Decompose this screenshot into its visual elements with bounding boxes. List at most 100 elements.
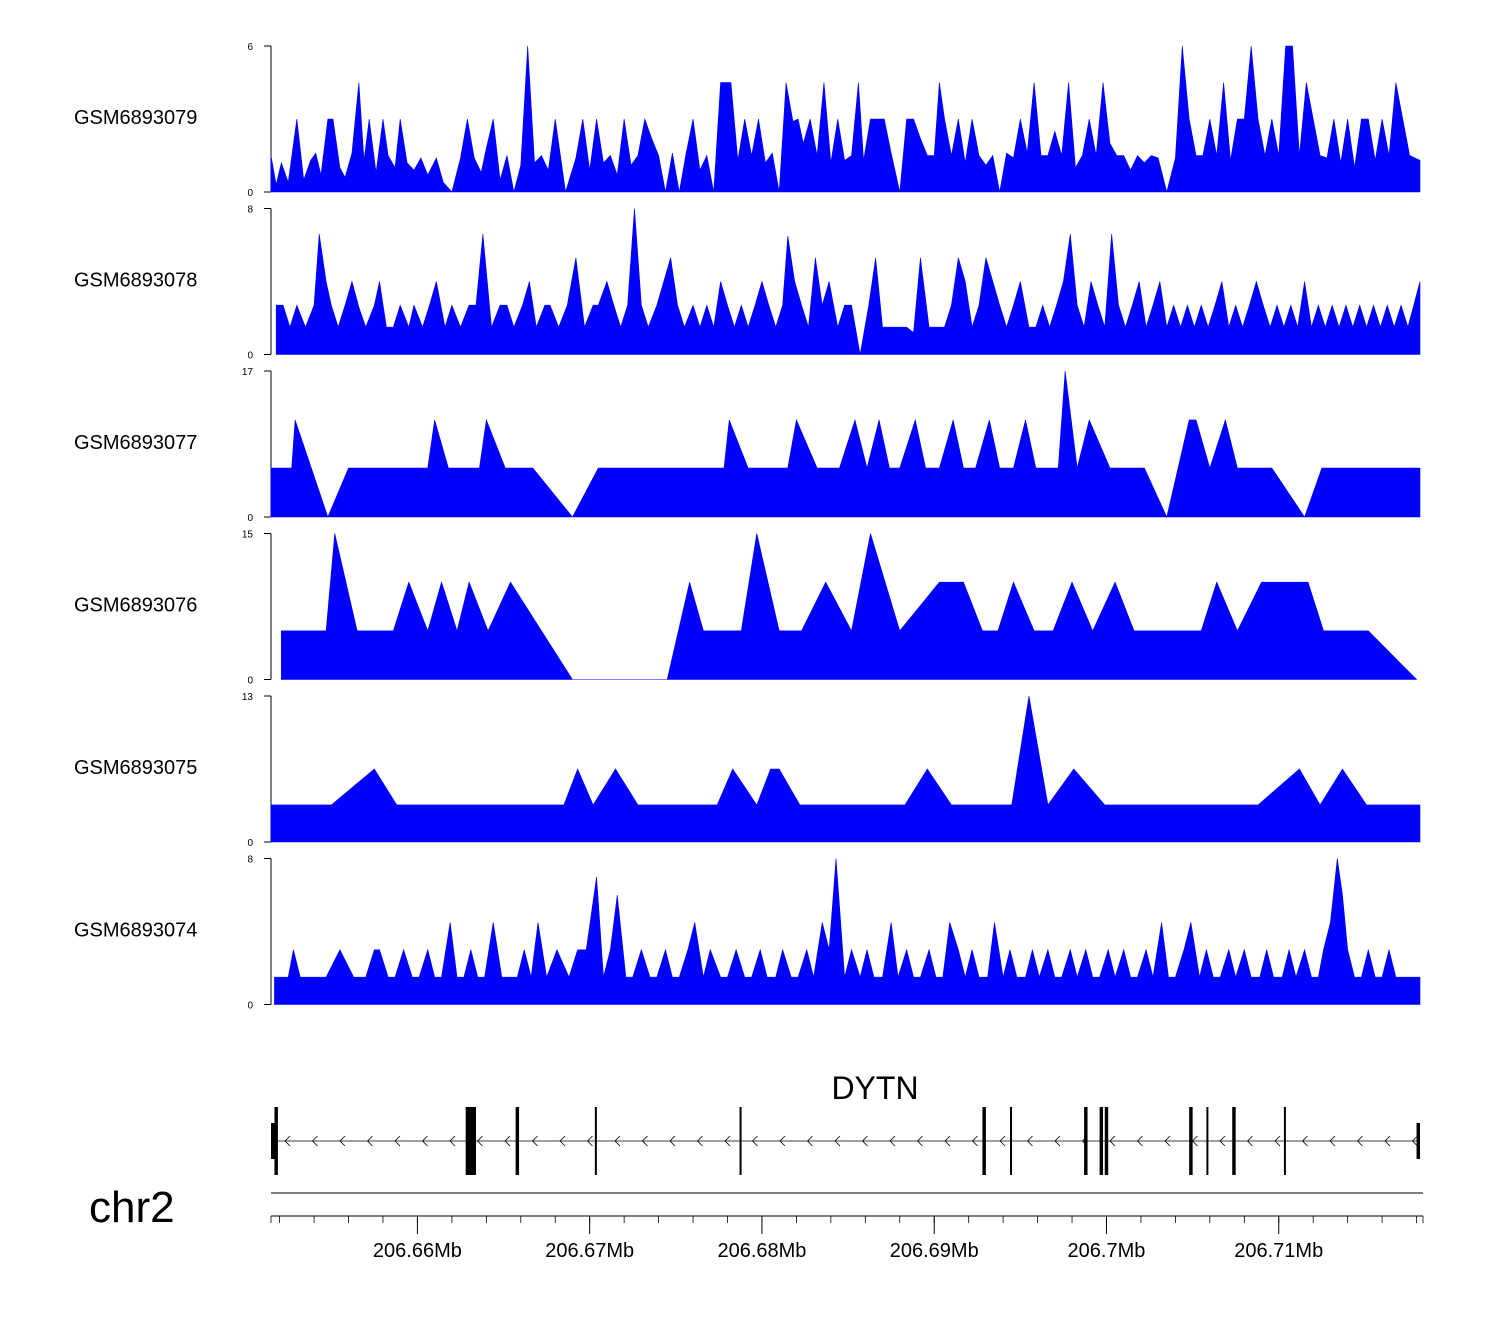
strand-arrow bbox=[614, 1135, 621, 1147]
exon-block bbox=[1084, 1107, 1088, 1175]
y-axis-min-label: 0 bbox=[247, 513, 253, 524]
strand-arrow bbox=[1109, 1135, 1116, 1147]
x-tick-label: 206.71Mb bbox=[1234, 1240, 1323, 1262]
exon-block bbox=[1232, 1107, 1236, 1175]
coverage-track-GSM6893077: GSM6893077 17 0 bbox=[74, 367, 1421, 524]
y-axis-max-label: 8 bbox=[247, 855, 253, 866]
strand-arrow bbox=[999, 1135, 1006, 1147]
y-axis-max-label: 6 bbox=[247, 42, 253, 53]
strand-arrow bbox=[861, 1135, 868, 1147]
coverage-area bbox=[270, 45, 1421, 193]
exon-block bbox=[271, 1123, 277, 1159]
exon-block bbox=[515, 1107, 520, 1175]
strand-arrow bbox=[971, 1135, 978, 1147]
strand-arrow bbox=[1246, 1135, 1253, 1147]
strand-arrow bbox=[724, 1135, 731, 1147]
exon-block bbox=[1416, 1123, 1420, 1159]
track-label-GSM6893078: GSM6893078 bbox=[74, 270, 197, 292]
exon-block bbox=[1189, 1107, 1193, 1175]
x-tick-label: 206.66Mb bbox=[373, 1240, 462, 1262]
x-tick-label: 206.7Mb bbox=[1068, 1240, 1146, 1262]
y-axis-min-label: 0 bbox=[247, 188, 253, 199]
strand-arrow bbox=[504, 1135, 511, 1147]
coverage-area bbox=[281, 533, 1418, 680]
strand-arrow bbox=[559, 1135, 566, 1147]
strand-arrow bbox=[1164, 1135, 1171, 1147]
exon-block bbox=[594, 1107, 597, 1175]
strand-arrow bbox=[1384, 1135, 1391, 1147]
y-axis-min-label: 0 bbox=[247, 351, 253, 362]
y-axis-min-label: 0 bbox=[247, 1001, 253, 1012]
strand-arrow bbox=[696, 1135, 703, 1147]
strand-arrow bbox=[1274, 1135, 1281, 1147]
chromosome-axis: chr2 206.66Mb 206.67Mb 206.68Mb 206.69Mb 206.… bbox=[89, 1183, 1424, 1262]
exon-block bbox=[982, 1107, 986, 1175]
coverage-area bbox=[270, 695, 1421, 843]
strand-arrow bbox=[1026, 1135, 1033, 1147]
coverage-track-GSM6893075: GSM6893075 13 0 bbox=[74, 692, 1421, 849]
strand-arrow bbox=[421, 1135, 428, 1147]
strand-arrow bbox=[366, 1135, 373, 1147]
coverage-tracks: GSM689307960GSM689307880GSM6893077170GSM… bbox=[74, 42, 1421, 1012]
strand-arrow bbox=[284, 1135, 291, 1147]
strand-arrow bbox=[1219, 1135, 1226, 1147]
gene-DYTN: DYTN bbox=[271, 1070, 1420, 1175]
exon-block bbox=[1206, 1107, 1209, 1175]
track-label-GSM6893074: GSM6893074 bbox=[74, 920, 197, 942]
track-label-GSM6893075: GSM6893075 bbox=[74, 757, 197, 779]
coverage-track-GSM6893078: GSM6893078 8 0 bbox=[74, 205, 1421, 362]
strand-arrow bbox=[1136, 1135, 1143, 1147]
strand-arrow bbox=[339, 1135, 346, 1147]
exon-block bbox=[739, 1107, 742, 1175]
track-label-GSM6893076: GSM6893076 bbox=[74, 595, 197, 617]
exon-block bbox=[1010, 1107, 1013, 1175]
strand-arrow bbox=[641, 1135, 648, 1147]
genomic-axis: chr2 206.66Mb 206.67Mb 206.68Mb 206.69Mb 206.… bbox=[89, 1183, 1424, 1262]
x-tick-label: 206.69Mb bbox=[890, 1240, 979, 1262]
strand-arrow bbox=[394, 1135, 401, 1147]
y-axis-min-label: 0 bbox=[247, 838, 253, 849]
strand-arrow bbox=[311, 1135, 318, 1147]
y-axis-max-label: 13 bbox=[242, 692, 254, 703]
y-axis-max-label: 8 bbox=[247, 205, 253, 216]
strand-arrow bbox=[1356, 1135, 1363, 1147]
chromosome-label: chr2 bbox=[89, 1183, 175, 1232]
y-axis-min-label: 0 bbox=[247, 676, 253, 687]
strand-arrow bbox=[1054, 1135, 1061, 1147]
y-axis-max-label: 17 bbox=[242, 367, 254, 378]
x-tick-label: 206.68Mb bbox=[717, 1240, 806, 1262]
strand-arrow bbox=[806, 1135, 813, 1147]
gene-name-label: DYTN bbox=[831, 1070, 918, 1106]
coverage-track-GSM6893079: GSM6893079 6 0 bbox=[74, 42, 1421, 199]
strand-arrow bbox=[531, 1135, 538, 1147]
exon-block bbox=[1283, 1107, 1286, 1175]
strand-arrow bbox=[1301, 1135, 1308, 1147]
strand-arrow bbox=[449, 1135, 456, 1147]
strand-arrow bbox=[1411, 1135, 1418, 1147]
strand-arrow bbox=[476, 1135, 483, 1147]
track-label-GSM6893079: GSM6893079 bbox=[74, 107, 197, 129]
exon-block bbox=[1104, 1107, 1109, 1175]
strand-arrow bbox=[669, 1135, 676, 1147]
strand-arrow bbox=[751, 1135, 758, 1147]
x-tick-label: 206.67Mb bbox=[545, 1240, 634, 1262]
exon-block bbox=[1099, 1107, 1104, 1175]
strand-arrow bbox=[834, 1135, 841, 1147]
exon-block bbox=[274, 1107, 278, 1175]
coverage-area bbox=[275, 208, 1421, 355]
strand-arrow bbox=[944, 1135, 951, 1147]
exon-block bbox=[465, 1107, 476, 1175]
coverage-track-GSM6893076: GSM6893076 15 0 bbox=[74, 530, 1418, 687]
strand-arrow bbox=[586, 1135, 593, 1147]
strand-arrow bbox=[889, 1135, 896, 1147]
strand-arrow bbox=[1329, 1135, 1336, 1147]
y-axis-max-label: 15 bbox=[242, 530, 254, 541]
coverage-area bbox=[270, 370, 1421, 518]
strand-arrow bbox=[916, 1135, 923, 1147]
strand-arrow bbox=[779, 1135, 786, 1147]
coverage-area bbox=[274, 858, 1421, 1005]
track-label-GSM6893077: GSM6893077 bbox=[74, 432, 197, 454]
gene-annotation-track: DYTN bbox=[271, 1070, 1420, 1175]
coverage-track-GSM6893074: GSM6893074 8 0 bbox=[74, 855, 1421, 1012]
